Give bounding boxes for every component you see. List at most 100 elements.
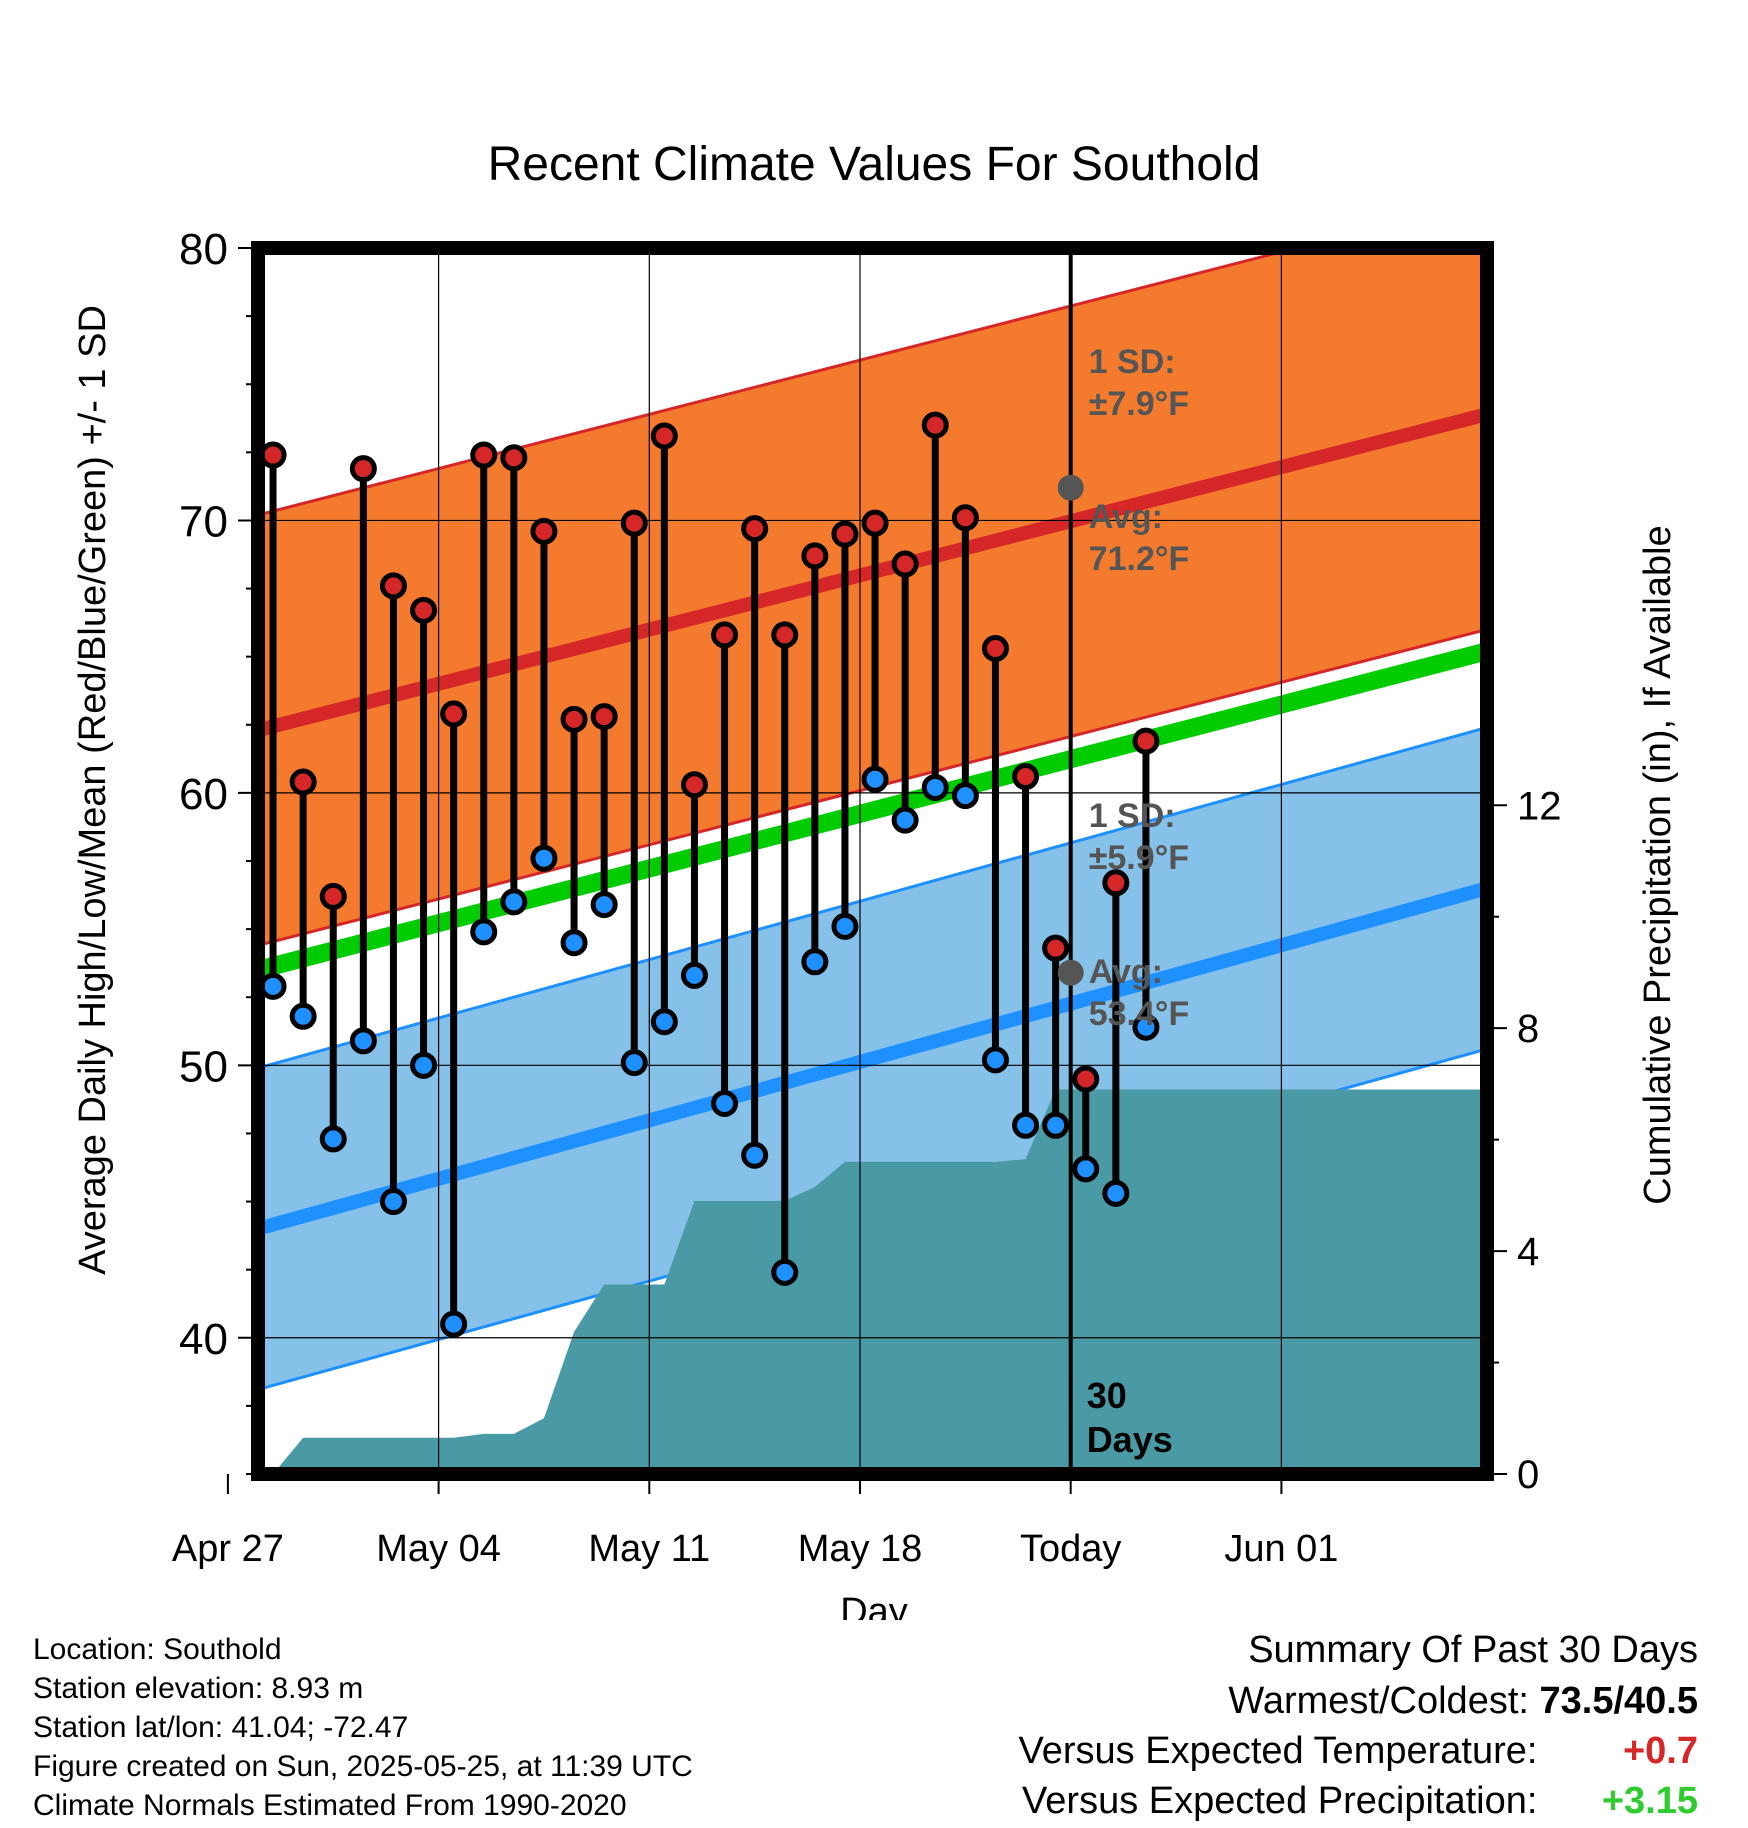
high-point: [741, 515, 769, 543]
summary-panel: Summary Of Past 30 Days Warmest/Coldest:…: [1019, 1624, 1698, 1826]
today-low-avg-point: [1057, 959, 1084, 986]
high-point: [620, 509, 648, 537]
summary-title: Summary Of Past 30 Days: [1248, 1629, 1698, 1671]
warm-cold-value: 73.5/40.5: [1539, 1680, 1698, 1722]
low-point: [1042, 1111, 1070, 1139]
high-point: [861, 509, 889, 537]
y2-tick-label: 12: [1517, 784, 1562, 828]
y-tick-label: 60: [179, 770, 228, 819]
low-point: [650, 1008, 678, 1036]
y-tick-label: 50: [179, 1042, 228, 1091]
high-point: [1132, 727, 1160, 755]
low-point: [440, 1310, 468, 1338]
high-point: [801, 542, 829, 570]
temp-label: Versus Expected Temperature:: [1018, 1730, 1538, 1772]
high-point: [680, 771, 708, 799]
plot-content: [258, 248, 1487, 1474]
high-point: [440, 700, 468, 728]
location-text: Location: Southold: [33, 1633, 282, 1666]
high-point: [921, 411, 949, 439]
high-point: [1072, 1065, 1100, 1093]
y-tick-label: 80: [179, 225, 228, 274]
high-avg-value: 71.2°F: [1089, 540, 1190, 578]
elevation-text: Station elevation: 8.93 m: [33, 1672, 364, 1705]
low-point: [831, 912, 859, 940]
high-avg-label: Avg:: [1089, 498, 1163, 536]
low-point: [410, 1051, 438, 1079]
chart-title: Recent Climate Values For Southold: [488, 138, 1261, 191]
high-point: [379, 572, 407, 600]
station-info: Location: Southold Station elevation: 8.…: [33, 1630, 693, 1825]
warm-cold-row: Warmest/Coldest: 73.5/40.5: [1019, 1676, 1698, 1726]
low-point: [289, 1002, 317, 1030]
precip-row: Versus Expected Precipitation: +3.15: [1019, 1776, 1698, 1826]
y2-tick-label: 8: [1517, 1007, 1539, 1051]
created-text: Figure created on Sun, 2025-05-25, at 11…: [33, 1750, 693, 1783]
y2-tick-label: 4: [1517, 1230, 1539, 1274]
x-axis-label: Day: [840, 1591, 908, 1620]
precip-value: +3.15: [1601, 1780, 1698, 1822]
high-point: [319, 882, 347, 910]
low-band-upper: [258, 726, 1487, 1070]
low-point: [951, 782, 979, 810]
x-tick-label: May 18: [798, 1528, 923, 1570]
precip-label: Versus Expected Precipitation:: [1022, 1780, 1538, 1822]
y2-tick-label: 0: [1517, 1453, 1539, 1497]
low-point: [319, 1125, 347, 1153]
low-point: [1072, 1155, 1100, 1183]
low-avg-label: Avg:: [1089, 953, 1163, 991]
high-point: [500, 444, 528, 472]
high-point: [349, 455, 377, 483]
high-point: [560, 705, 588, 733]
x-tick-label: Apr 27: [172, 1528, 284, 1570]
low-point: [771, 1258, 799, 1286]
x-tick-label: May 11: [588, 1528, 710, 1570]
high-point: [590, 703, 618, 731]
low-point: [1102, 1179, 1130, 1207]
high-point: [1012, 763, 1040, 791]
y-axis-label: Average Daily High/Low/Mean (Red/Blue/Gr…: [72, 305, 114, 1275]
low-point: [1012, 1111, 1040, 1139]
low-normal-line: [258, 881, 1487, 1236]
warm-cold-label: Warmest/Coldest:: [1228, 1680, 1529, 1722]
high-point: [951, 504, 979, 532]
high-point: [289, 768, 317, 796]
low-point: [470, 918, 498, 946]
low-point: [711, 1089, 739, 1117]
latlon-text: Station lat/lon: 41.04; -72.47: [33, 1711, 409, 1744]
low-point: [741, 1141, 769, 1169]
today-high-avg-point: [1057, 474, 1084, 501]
y-tick-label: 70: [179, 497, 228, 546]
low-point: [379, 1188, 407, 1216]
low-sd-label: 1 SD:: [1089, 797, 1176, 835]
low-avg-value: 53.4°F: [1089, 995, 1190, 1033]
plot-area: 1 SD: ±7.9°F Avg: 71.2°F 1 SD: ±5.9°F Avg: 53.4…: [172, 225, 1562, 1570]
low-point: [1132, 1013, 1160, 1041]
high-sd-value: ±7.9°F: [1089, 385, 1189, 423]
high-point: [650, 422, 678, 450]
low-point: [500, 888, 528, 916]
high-point: [831, 520, 859, 548]
low-point: [620, 1049, 648, 1077]
high-point: [891, 550, 919, 578]
low-sd-value: ±5.9°F: [1089, 839, 1189, 877]
low-point: [801, 948, 829, 976]
days-label-word: Days: [1087, 1419, 1173, 1460]
high-point: [259, 441, 287, 469]
high-point: [530, 517, 558, 545]
high-sd-label: 1 SD:: [1089, 343, 1176, 381]
y2-axis-label: Cumulative Precipitation (in), If Availa…: [1637, 525, 1679, 1204]
normals-text: Climate Normals Estimated From 1990-2020: [33, 1789, 627, 1822]
high-point: [470, 441, 498, 469]
mean-normal-line: [258, 642, 1487, 979]
low-point: [530, 844, 558, 872]
high-point: [981, 634, 1009, 662]
x-tick-label: May 04: [376, 1528, 501, 1570]
high-point: [711, 621, 739, 649]
temp-row: Versus Expected Temperature: +0.7: [1019, 1726, 1698, 1776]
low-point: [259, 972, 287, 1000]
low-point: [981, 1046, 1009, 1074]
temp-value: +0.7: [1622, 1730, 1698, 1772]
x-tick-label: Jun 01: [1224, 1528, 1338, 1570]
y-tick-label: 40: [179, 1315, 228, 1364]
